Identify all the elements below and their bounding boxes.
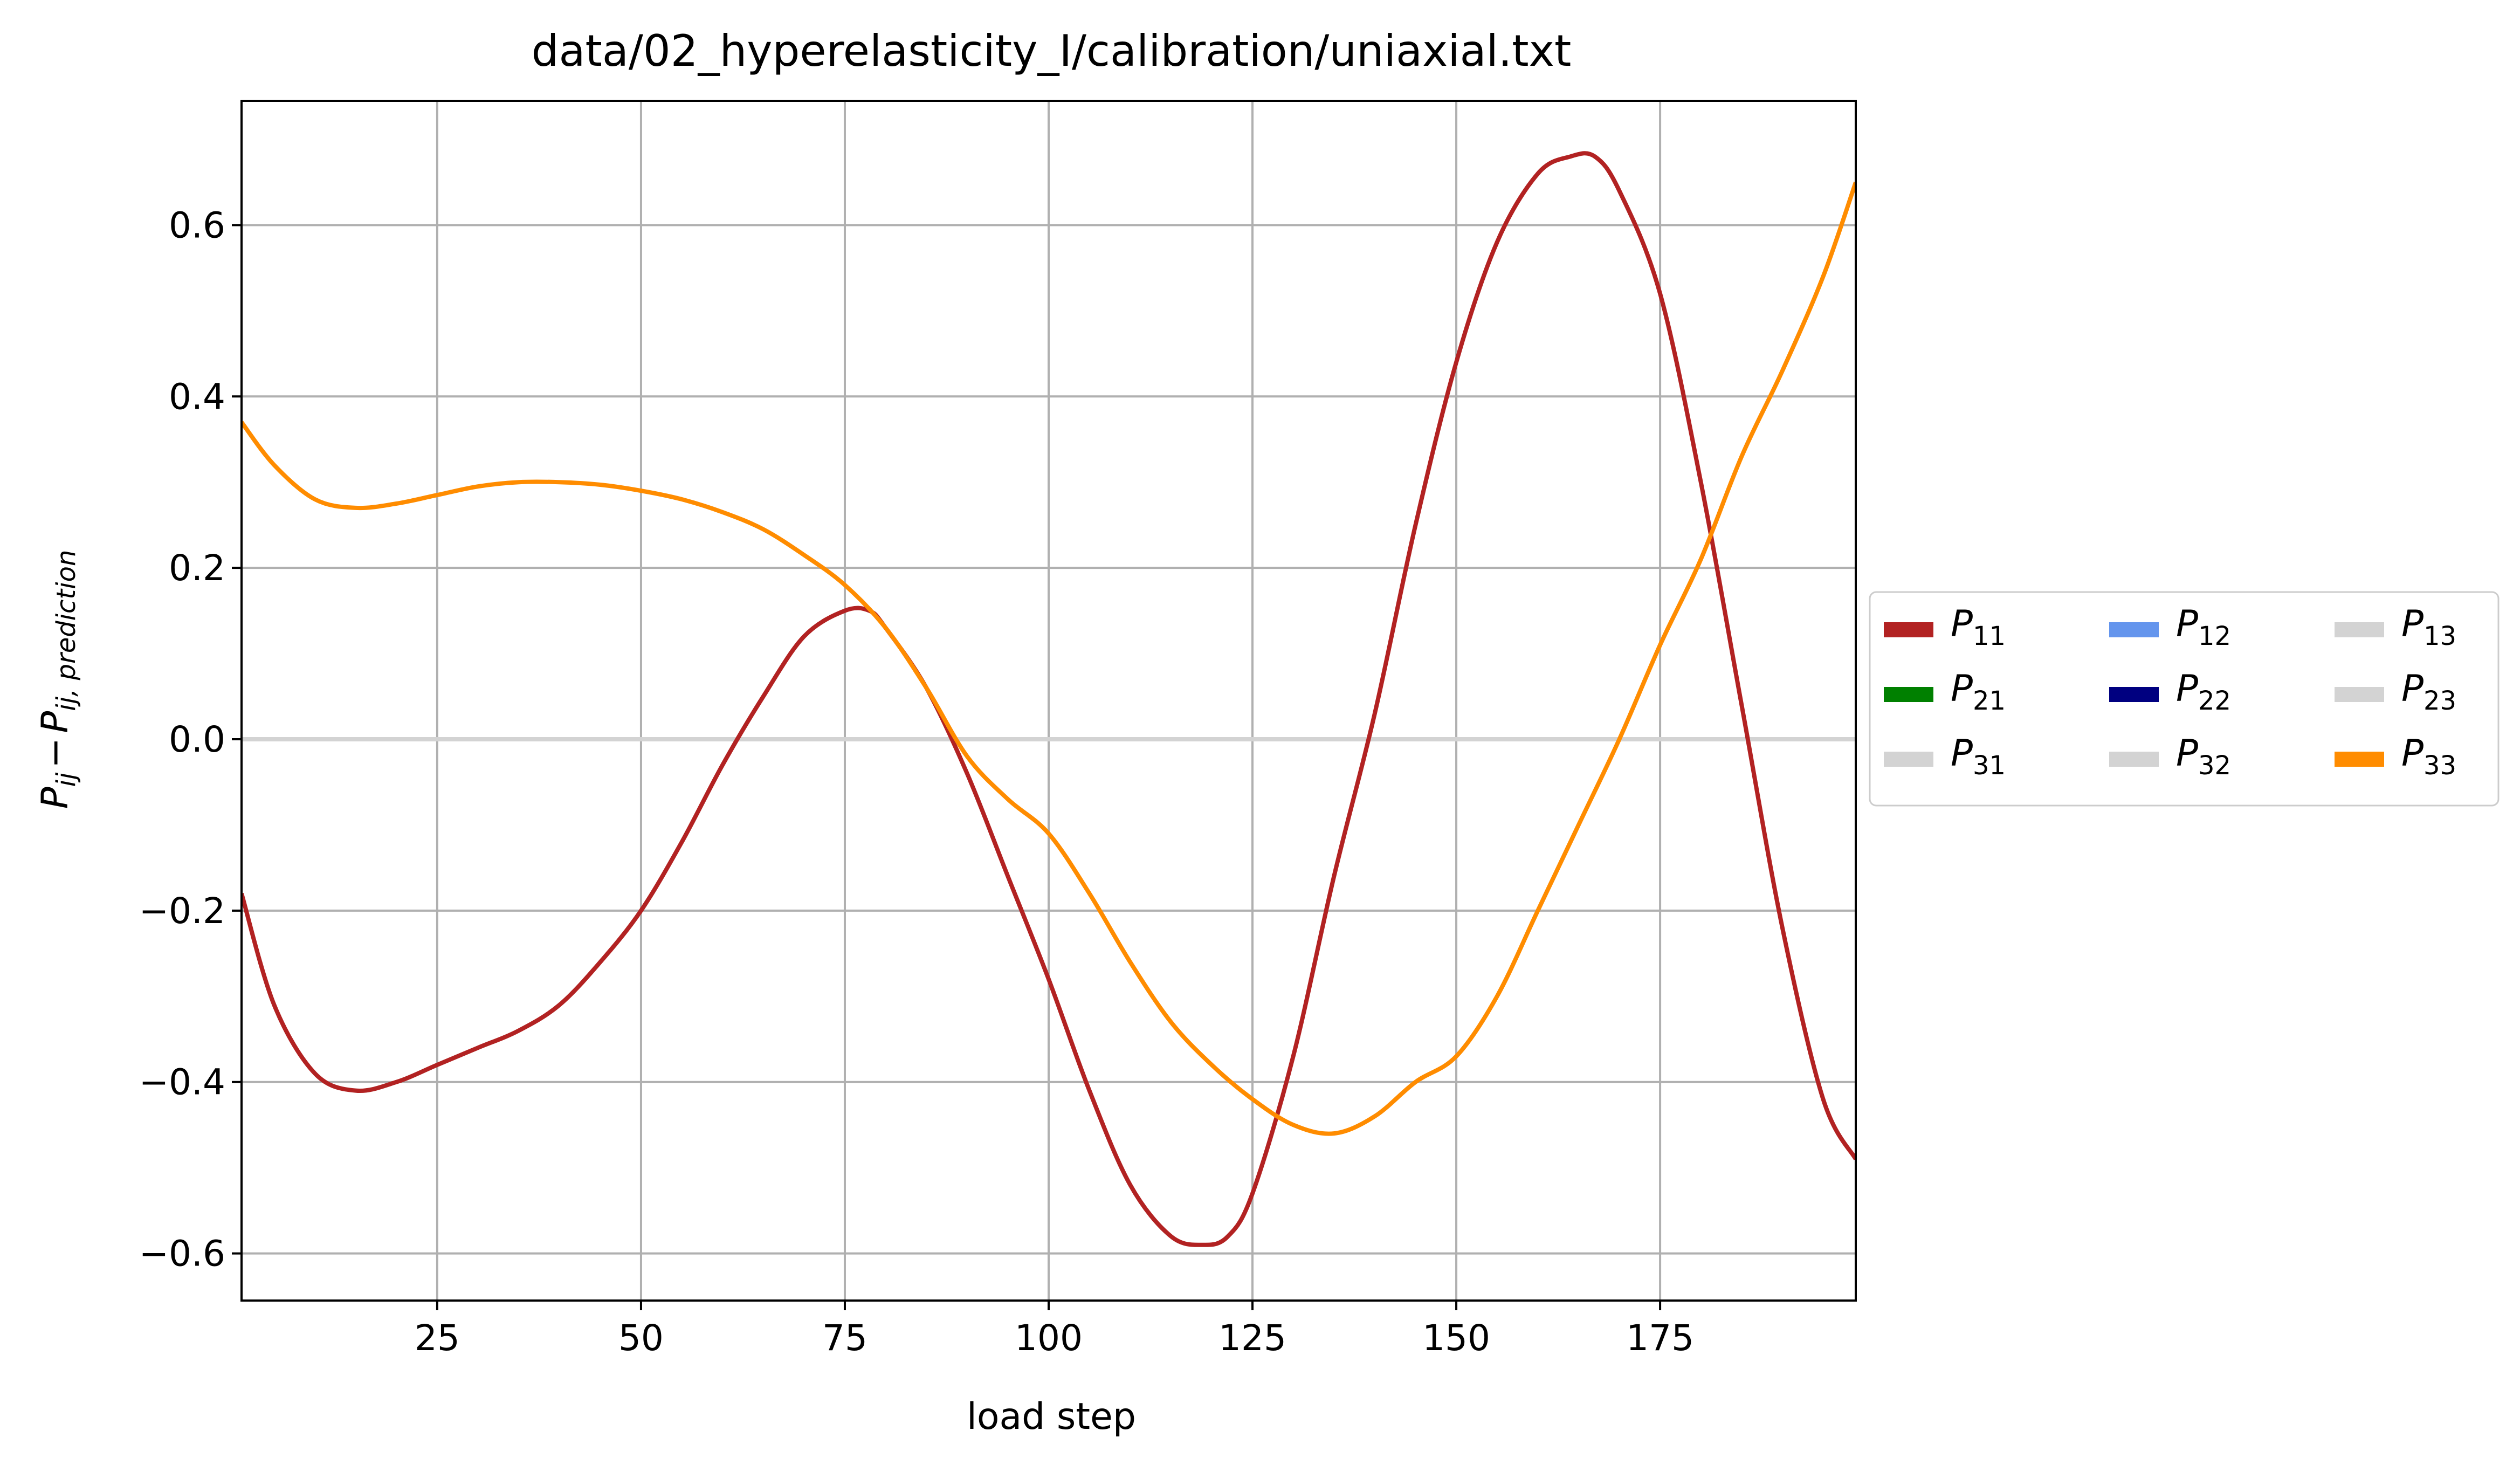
y-axis-label-main: P	[34, 787, 77, 809]
x-tick-label: 175	[1626, 1317, 1694, 1359]
legend-swatch-p12	[2109, 622, 2159, 637]
x-axis-label: load step	[967, 1395, 1136, 1438]
legend-swatch-p32	[2109, 752, 2159, 767]
ticks: 25 50 75 100 125 150 175 −0.6 −0.4 −0.2 0.0 0.2 0.4 0…	[139, 204, 1694, 1359]
series-layer	[242, 151, 1856, 1247]
grid	[242, 101, 1856, 1301]
y-tick-label: 0.0	[169, 719, 225, 760]
y-tick-label: 0.6	[169, 204, 225, 246]
legend-label-p11: P11	[1951, 603, 2006, 651]
legend-swatch-p11	[1884, 622, 1933, 637]
legend-swatch-p33	[2335, 752, 2384, 767]
series-line-p33	[242, 181, 1856, 1136]
legend-label-p31: P31	[1951, 732, 2006, 781]
y-axis-label-sub1: ij	[51, 772, 81, 787]
legend-label-p32: P32	[2176, 732, 2231, 781]
legend-label-p22: P22	[2176, 668, 2231, 716]
chart-title: data/02_hyperelasticity_I/calibration/un…	[532, 26, 1572, 76]
legend-label-p12: P12	[2176, 603, 2231, 651]
y-tick-label: −0.6	[139, 1233, 225, 1275]
legend-label-p21: P21	[1951, 668, 2006, 716]
y-axis-label-minus: −	[34, 738, 77, 768]
y-axis-label-main-2: P	[34, 711, 77, 733]
legend-swatch-p22	[2109, 687, 2159, 702]
y-axis-label-sub2: ij, prediction	[51, 550, 81, 711]
y-axis-label: Pij − Pij, prediction	[34, 550, 81, 809]
legend-swatch-p13	[2335, 622, 2384, 637]
x-tick-label: 100	[1015, 1317, 1083, 1359]
legend-swatch-p23	[2335, 687, 2384, 702]
legend-label-p13: P13	[2401, 603, 2456, 651]
x-tick-label: 75	[822, 1317, 867, 1359]
legend-swatch-p21	[1884, 687, 1933, 702]
x-tick-label: 150	[1422, 1317, 1490, 1359]
y-tick-label: −0.2	[139, 890, 225, 932]
y-tick-label: 0.4	[169, 376, 225, 417]
legend-swatch-p31	[1884, 752, 1933, 767]
legend: P11 P21 P31 P12 P22 P32 P13 P23 P33	[1869, 591, 2500, 807]
x-tick-label: 25	[415, 1317, 460, 1359]
legend-label-p23: P23	[2401, 668, 2456, 716]
x-tick-label: 125	[1218, 1317, 1286, 1359]
y-tick-label: −0.4	[139, 1062, 225, 1103]
x-tick-label: 50	[618, 1317, 664, 1359]
legend-label-p33: P33	[2401, 732, 2456, 781]
y-tick-label: 0.2	[169, 547, 225, 589]
series-line-p11	[242, 151, 1856, 1247]
